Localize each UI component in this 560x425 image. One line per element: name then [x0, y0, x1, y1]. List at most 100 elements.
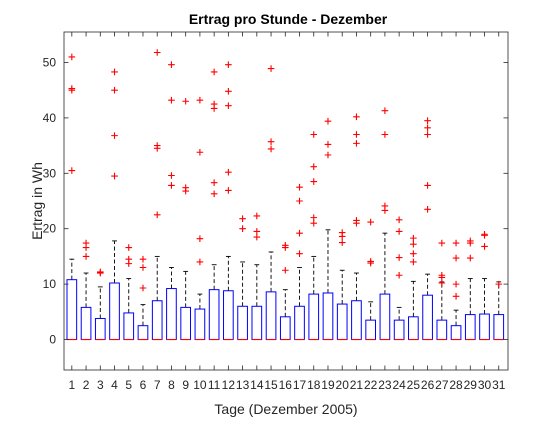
x-tick-label: 1 — [68, 378, 75, 392]
outlier-marker — [466, 254, 474, 262]
box-group-day-10 — [194, 96, 206, 341]
outlier-marker — [153, 49, 161, 56]
outlier-marker — [96, 268, 104, 276]
x-tick-label: 4 — [111, 378, 118, 392]
box-group-day-31 — [493, 280, 505, 341]
outlier-marker — [410, 234, 417, 242]
y-axis: 0 10 20 30 40 50 — [43, 55, 508, 347]
outlier-marker — [452, 293, 460, 300]
plot-area — [63, 31, 509, 371]
outlier-marker — [424, 206, 431, 213]
x-axis-label: Tage (Dezember 2005) — [214, 401, 357, 417]
x-tick-label: 23 — [378, 378, 392, 392]
outlier-marker — [381, 107, 389, 114]
outlier-marker — [338, 239, 346, 246]
box-group-day-3 — [94, 268, 106, 341]
box-group-day-25 — [408, 234, 419, 341]
outlier-marker — [196, 258, 204, 266]
box-group-day-6 — [137, 255, 149, 341]
x-tick-label: 20 — [336, 378, 350, 392]
outlier-marker — [310, 178, 318, 185]
outlier-marker — [111, 68, 118, 76]
outlier-marker — [324, 117, 332, 125]
outlier-marker — [225, 187, 232, 194]
outlier-marker — [239, 215, 246, 223]
outlier-marker — [353, 217, 360, 224]
outlier-marker — [296, 183, 303, 191]
x-tick-label: 25 — [407, 378, 421, 392]
box-group-day-1 — [66, 53, 78, 341]
outlier-marker — [225, 168, 232, 176]
box-group-day-23 — [379, 107, 391, 341]
box-group-day-19 — [322, 117, 334, 341]
outlier-marker — [381, 131, 389, 138]
outlier-marker — [452, 239, 460, 247]
outlier-marker — [381, 202, 389, 210]
y-tick-label: 40 — [43, 111, 57, 125]
x-axis: 1 2 3 4 5 6 7 8 9 10 11 12 13 14 15 16 17 18 19 20 21 22 23 24 2… — [68, 32, 506, 392]
outlier-marker — [438, 279, 446, 287]
outlier-marker — [310, 163, 318, 170]
outlier-marker — [111, 172, 118, 180]
outlier-marker — [111, 132, 118, 139]
outlier-marker — [68, 167, 76, 174]
box-group-day-22 — [365, 218, 377, 341]
box-group-day-15 — [265, 65, 277, 341]
x-tick-label: 13 — [236, 378, 250, 392]
chart-marks — [66, 49, 505, 341]
outlier-marker — [239, 225, 246, 233]
x-tick-label: 10 — [193, 378, 207, 392]
outlier-marker — [168, 61, 175, 68]
x-tick-label: 5 — [125, 378, 132, 392]
x-tick-label: 9 — [182, 378, 189, 392]
box-group-day-27 — [436, 239, 448, 341]
x-tick-label: 11 — [208, 378, 221, 392]
box-group-day-28 — [450, 239, 462, 341]
x-tick-label: 21 — [350, 378, 364, 392]
outlier-marker — [281, 242, 289, 249]
outlier-marker — [353, 113, 360, 121]
outlier-marker — [210, 190, 218, 198]
box-group-day-29 — [464, 237, 476, 341]
outlier-marker — [267, 65, 275, 72]
outlier-marker — [68, 53, 76, 61]
y-tick-label: 20 — [43, 222, 57, 236]
box-group-day-14 — [251, 212, 263, 341]
x-tick-label: 28 — [449, 378, 463, 392]
outlier-marker — [168, 96, 175, 104]
outlier-marker — [310, 214, 318, 221]
outlier-marker — [338, 229, 346, 236]
box-group-day-4 — [109, 68, 120, 341]
outlier-marker — [438, 271, 446, 279]
outlier-marker — [168, 172, 175, 179]
outlier-marker — [424, 124, 431, 132]
outlier-marker — [424, 131, 431, 138]
x-tick-label: 24 — [392, 378, 406, 392]
outlier-marker — [395, 271, 403, 279]
outlier-marker — [410, 250, 417, 257]
x-tick-label: 22 — [364, 378, 378, 392]
outlier-marker — [481, 243, 488, 250]
outlier-marker — [296, 229, 303, 237]
outlier-marker — [196, 235, 204, 242]
outlier-marker — [367, 258, 374, 265]
outlier-marker — [153, 211, 161, 219]
outlier-marker — [452, 280, 460, 288]
x-tick-label: 6 — [140, 378, 147, 392]
x-tick-label: 19 — [321, 378, 335, 392]
outlier-marker — [253, 233, 261, 241]
box-group-day-9 — [180, 97, 192, 341]
outlier-marker — [438, 239, 446, 247]
outlier-marker — [424, 117, 431, 124]
box-group-day-7 — [151, 49, 163, 341]
outlier-marker — [410, 258, 417, 266]
outlier-marker — [296, 197, 303, 205]
x-tick-label: 27 — [435, 378, 449, 392]
x-tick-label: 18 — [307, 378, 321, 392]
x-tick-label: 29 — [464, 378, 478, 392]
outlier-marker — [139, 264, 147, 271]
y-tick-label: 50 — [43, 55, 57, 69]
outlier-marker — [225, 61, 232, 68]
